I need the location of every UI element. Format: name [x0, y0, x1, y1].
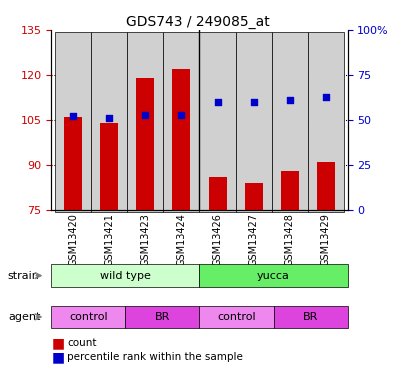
Point: [106, 115, 112, 121]
FancyBboxPatch shape: [235, 32, 272, 212]
Point: [142, 112, 149, 118]
Bar: [281, 171, 299, 210]
Point: [178, 112, 184, 118]
Text: agent: agent: [8, 312, 40, 322]
Point: [287, 97, 293, 103]
Text: wild type: wild type: [100, 271, 151, 280]
FancyBboxPatch shape: [91, 32, 127, 212]
Point: [323, 94, 329, 100]
Text: percentile rank within the sample: percentile rank within the sample: [67, 352, 243, 362]
Text: control: control: [217, 312, 256, 322]
Text: ■: ■: [51, 336, 64, 350]
FancyBboxPatch shape: [308, 32, 344, 212]
Point: [70, 113, 76, 119]
Text: yucca: yucca: [257, 271, 290, 280]
FancyBboxPatch shape: [127, 32, 164, 212]
FancyBboxPatch shape: [164, 32, 199, 212]
FancyBboxPatch shape: [199, 32, 235, 212]
FancyBboxPatch shape: [55, 32, 91, 212]
FancyBboxPatch shape: [272, 32, 308, 212]
Bar: [100, 123, 118, 210]
Text: strain: strain: [8, 271, 40, 280]
Text: GDS743 / 249085_at: GDS743 / 249085_at: [126, 15, 269, 29]
Bar: [136, 78, 154, 210]
Text: ■: ■: [51, 350, 64, 364]
Bar: [317, 162, 335, 210]
Text: count: count: [67, 338, 97, 348]
Bar: [172, 69, 190, 210]
Point: [214, 99, 221, 105]
Bar: [64, 117, 82, 210]
Point: [250, 99, 257, 105]
Bar: [245, 183, 263, 210]
Text: BR: BR: [303, 312, 318, 322]
Bar: [209, 177, 227, 210]
Text: control: control: [69, 312, 108, 322]
Text: BR: BR: [155, 312, 170, 322]
